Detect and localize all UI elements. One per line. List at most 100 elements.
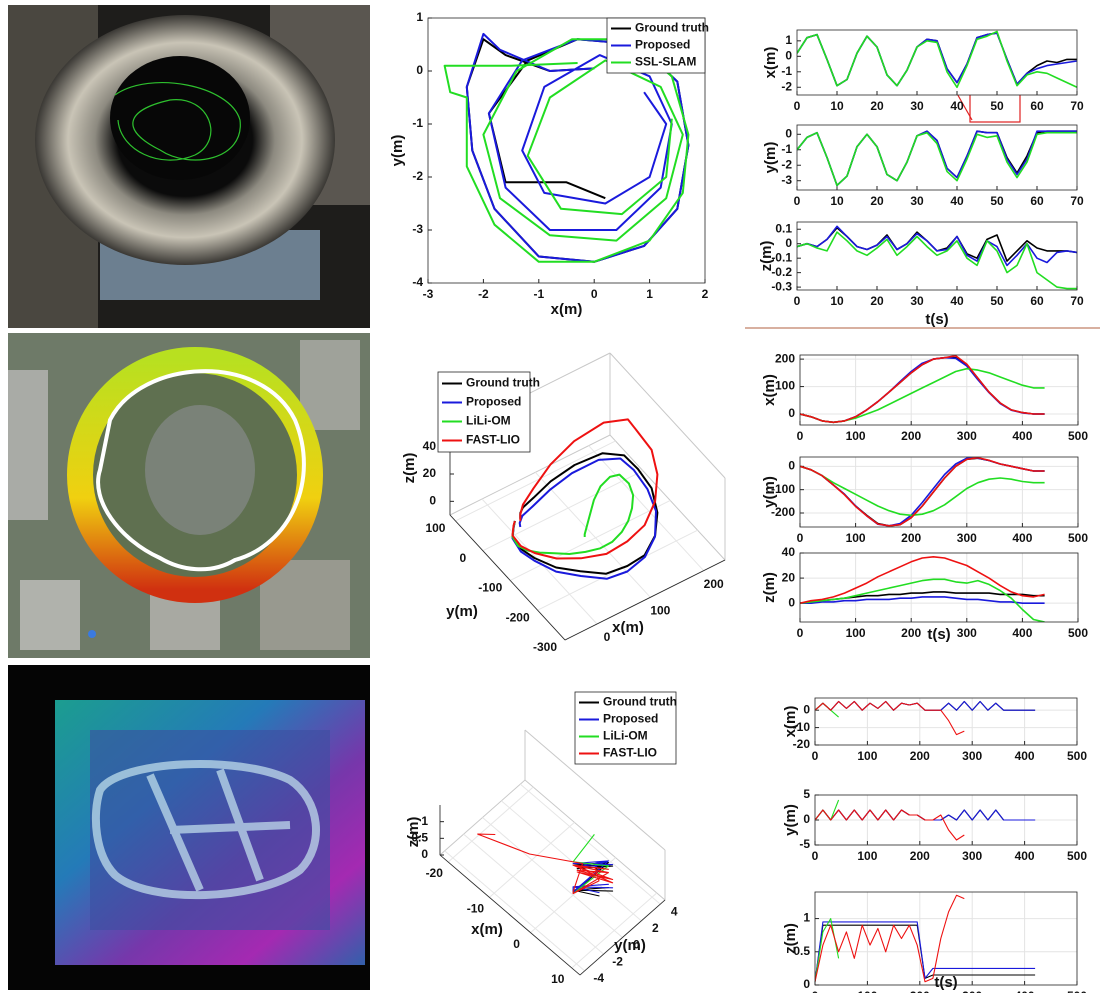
- y-axis-label: z(m): [761, 572, 778, 603]
- y-tick-label: -100: [478, 581, 502, 595]
- x-tick-label: 70: [1070, 294, 1084, 308]
- y-tick-label: 0: [785, 48, 792, 62]
- y-axis-label: y(m): [762, 142, 779, 174]
- x-tick-label: 40: [950, 99, 964, 113]
- x-tick-label: -2: [478, 287, 489, 301]
- y-tick-label: -200: [506, 610, 530, 624]
- x-tick-label: 300: [962, 849, 982, 863]
- y-tick-label: 0: [803, 702, 810, 716]
- z-tick-label: 1: [421, 814, 428, 828]
- x-tick-label: 70: [1070, 99, 1084, 113]
- x-tick-label: 500: [1067, 749, 1087, 763]
- y-tick-label: 40: [782, 545, 796, 559]
- legend-label: Proposed: [603, 712, 658, 726]
- x-axis-label: x(m): [551, 301, 583, 318]
- x-tick-label: 20: [870, 294, 884, 308]
- y-tick-label: -1: [781, 64, 792, 78]
- y-tick-label: -2: [412, 169, 423, 183]
- y-axis-label: x(m): [782, 706, 799, 738]
- y-tick-label: 0: [788, 595, 795, 609]
- y-tick-label: 0: [785, 236, 792, 250]
- grid-line: [520, 784, 660, 904]
- x-tick-label: -10: [467, 902, 485, 916]
- x-tick-label: 10: [551, 972, 565, 986]
- legend-label: Ground truth: [635, 21, 709, 35]
- x-tick-label: 100: [846, 531, 866, 545]
- map-image-2: [8, 333, 370, 658]
- y-axis-label: y(m): [761, 476, 778, 508]
- grid-line: [445, 851, 585, 971]
- map-image-1: [8, 5, 370, 328]
- y-tick-label: 0: [788, 459, 795, 473]
- x-tick-label: 0: [513, 937, 520, 951]
- legend-label: Ground truth: [603, 695, 677, 709]
- series-line: [513, 475, 634, 554]
- x-tick-label: -1: [533, 287, 544, 301]
- x-tick-label: 100: [857, 989, 877, 993]
- y-tick-label: -3: [412, 222, 423, 236]
- x-tick-label: 100: [846, 626, 866, 640]
- x-tick-label: 100: [857, 849, 877, 863]
- y-axis-label: x(m): [761, 374, 778, 406]
- x-axis-label: t(s): [927, 626, 950, 643]
- x-tick-label: 500: [1068, 531, 1088, 545]
- y-tick-label: -4: [593, 971, 604, 985]
- y-tick-label: 0: [460, 551, 467, 565]
- x-tick-label: 400: [1012, 429, 1032, 443]
- legend-label: FAST-LIO: [603, 746, 657, 760]
- x-tick-label: 0: [797, 429, 804, 443]
- x-tick-label: 500: [1068, 626, 1088, 640]
- x-axis-label: t(s): [934, 974, 957, 991]
- x-tick-label: 10: [830, 294, 844, 308]
- x-tick-label: 0: [812, 989, 819, 993]
- legend-label: LiLi-OM: [603, 729, 648, 743]
- figure: -3-2-1012-4-3-2-101x(m)y(m)Ground truthP…: [0, 0, 1103, 993]
- x-axis: [440, 855, 580, 975]
- x-tick-label: 200: [901, 429, 921, 443]
- x-tick-label: 100: [846, 429, 866, 443]
- x-tick-label: 10: [830, 99, 844, 113]
- x-tick-label: 0: [604, 630, 611, 644]
- x-tick-label: 0: [794, 294, 801, 308]
- y-tick-label: -0.3: [771, 279, 792, 293]
- legend-label: FAST-LIO: [466, 433, 520, 447]
- x-axis-label: x(m): [612, 619, 644, 636]
- y-tick-label: -300: [533, 640, 557, 654]
- x-tick-label: 0: [591, 287, 598, 301]
- y-axis-label: y(m): [389, 135, 406, 167]
- x-tick-label: 100: [650, 604, 670, 618]
- z-tick-label: 20: [423, 466, 437, 480]
- y-tick-label: -4: [412, 275, 423, 289]
- y-tick-label: -1: [781, 142, 792, 156]
- x-tick-label: 40: [950, 294, 964, 308]
- series-line: [513, 419, 658, 558]
- x-tick-label: 0: [794, 99, 801, 113]
- y-tick-label: -20: [793, 737, 811, 751]
- x-tick-label: 200: [704, 577, 724, 591]
- plot-area: [815, 892, 1077, 985]
- x-tick-label: 2: [702, 287, 709, 301]
- legend-label: Proposed: [635, 38, 690, 52]
- z-axis-label: z(m): [401, 453, 418, 484]
- y-tick-label: 0: [788, 406, 795, 420]
- x-tick-label: 400: [1012, 626, 1032, 640]
- x-tick-label: 400: [1015, 849, 1035, 863]
- x-tick-label: 50: [990, 294, 1004, 308]
- x-tick-label: 20: [870, 99, 884, 113]
- y-tick-label: 0: [416, 63, 423, 77]
- y-tick-label: 0: [803, 812, 810, 826]
- x-tick-label: 300: [957, 531, 977, 545]
- x-tick-label: 10: [830, 194, 844, 208]
- x-tick-label: 1: [646, 287, 653, 301]
- y-tick-label: -1: [412, 116, 423, 130]
- x-tick-label: 40: [950, 194, 964, 208]
- y-tick-label: 1: [416, 10, 423, 24]
- plot-area: [800, 553, 1078, 622]
- legend-label: SSL-SLAM: [635, 55, 696, 69]
- x-tick-label: 20: [870, 194, 884, 208]
- legend-label: LiLi-OM: [466, 414, 511, 428]
- y-tick-label: -2: [781, 157, 792, 171]
- x-tick-label: 300: [962, 749, 982, 763]
- y-tick-label: 200: [775, 351, 795, 365]
- y-axis-label: z(m): [758, 241, 775, 272]
